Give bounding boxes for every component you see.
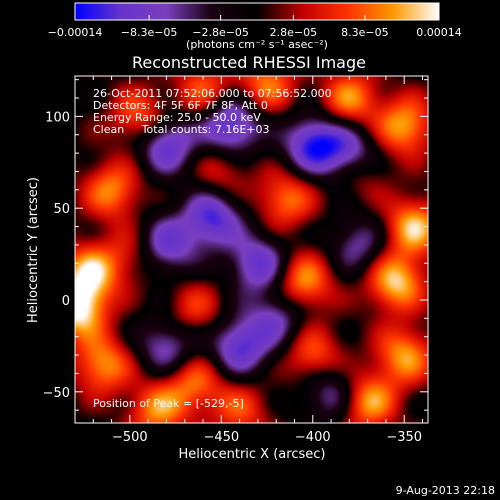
x-tick-label: −350 <box>386 430 422 445</box>
x-tick-label: −450 <box>203 430 239 445</box>
colorbar-tick-label: 8.3e−05 <box>341 26 388 39</box>
annotation-detectors: Detectors: 4F 5F 6F 7F 8F, Att 0 <box>93 99 268 112</box>
colorbar: −0.00014 −8.3e−05 −2.8e−05 2.8e−05 8.3e−05 0.… <box>48 2 462 51</box>
colorbar-tick-label: 2.8e−05 <box>270 26 317 39</box>
annotation-energy-range: Energy Range: 25.0 - 50.0 keV <box>93 111 261 124</box>
y-axis-title: Heliocentric Y (arcsec) <box>26 177 41 323</box>
colorbar-ticks: −0.00014 −8.3e−05 −2.8e−05 2.8e−05 8.3e−05 0.… <box>48 15 462 39</box>
colorbar-tick-label: 0.00014 <box>416 26 462 39</box>
y-tick-label: 0 <box>62 294 70 309</box>
annotation-peak-position: Position of Peak = [-529,-5] <box>93 397 244 410</box>
colorbar-tick-label: −8.3e−05 <box>121 26 178 39</box>
x-axis-title: Heliocentric X (arcsec) <box>179 447 326 462</box>
plot-frame <box>74 75 429 424</box>
colorbar-scale <box>74 2 440 21</box>
y-tick-label: −50 <box>43 386 70 401</box>
annotation-total-counts: Clean Total counts: 7.16E+03 <box>93 123 270 136</box>
colorbar-tick-label: −0.00014 <box>48 26 103 39</box>
heatmap-image <box>75 76 428 423</box>
x-axis: −500 −450 −400 −350 <box>74 76 424 445</box>
y-axis: −50 0 50 100 <box>43 79 428 411</box>
y-tick-label: 100 <box>45 110 70 125</box>
y-tick-label: 50 <box>53 202 70 217</box>
annotation-block: 26-Oct-2011 07:52:06.000 to 07:56:52.000… <box>93 87 332 136</box>
colorbar-tick-label: −2.8e−05 <box>192 26 249 39</box>
x-tick-label: −400 <box>295 430 331 445</box>
colorbar-label: (photons cm⁻² s⁻¹ asec⁻²) <box>186 38 328 51</box>
x-tick-label: −500 <box>112 430 148 445</box>
footer-timestamp: 9-Aug-2013 22:18 <box>396 484 495 497</box>
plot-title: Reconstructed RHESSI Image <box>132 53 366 72</box>
annotation-time-range: 26-Oct-2011 07:52:06.000 to 07:56:52.000 <box>93 87 332 100</box>
